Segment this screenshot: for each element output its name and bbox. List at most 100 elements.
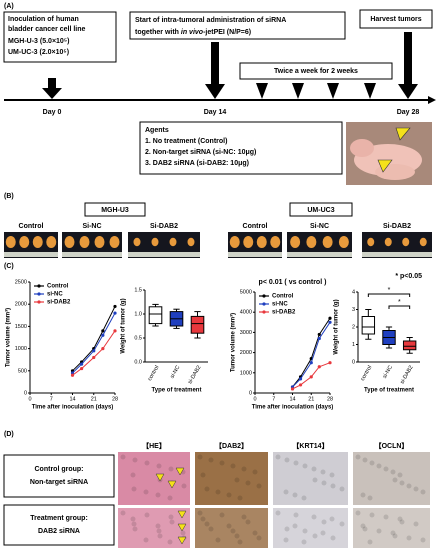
- data-point: [309, 361, 313, 365]
- cell: [168, 466, 174, 472]
- y-tick-label: 0.5: [134, 335, 142, 341]
- tumor: [322, 236, 333, 248]
- x-tick-label: control: [147, 365, 160, 382]
- y-tick-label: 2500: [15, 279, 27, 285]
- cell: [241, 514, 247, 520]
- significance-bracket: [367, 293, 411, 297]
- ruler: [128, 252, 200, 257]
- x-tick-label: 7: [272, 396, 275, 402]
- cell: [197, 454, 203, 460]
- agent-item: 1. No treatment (Control): [145, 138, 227, 145]
- y-tick-label: 500: [18, 368, 27, 374]
- tumor: [46, 236, 57, 248]
- x-tick-label: 21: [91, 396, 97, 402]
- tumor: [5, 236, 16, 248]
- tumor: [169, 237, 177, 247]
- cell: [311, 466, 317, 472]
- y-tick-label: 3: [352, 307, 355, 313]
- cell: [301, 495, 307, 501]
- cell: [275, 454, 281, 460]
- cell: [360, 492, 366, 498]
- x-axis-label: Time after inoculation (days): [32, 405, 114, 411]
- panel-label: (B): [4, 193, 14, 200]
- group-label: Si-DAB2: [383, 223, 411, 230]
- y-tick-label: 1.0: [134, 311, 142, 317]
- cell: [252, 530, 258, 536]
- x-tick-label: 0: [253, 396, 256, 402]
- tumor: [19, 236, 30, 248]
- cell: [367, 539, 373, 545]
- tumor: [256, 236, 267, 248]
- legend-label: si-NC: [272, 302, 288, 308]
- ihc-image: [353, 452, 430, 505]
- cell: [330, 535, 336, 541]
- stain-label: 【KRT14】: [292, 442, 328, 450]
- tumor: [367, 237, 375, 247]
- timeline-arrow: [428, 96, 436, 104]
- arrowhead: [175, 467, 185, 476]
- inoculation-title: bladder cancer cell line: [8, 26, 86, 33]
- cell: [312, 533, 318, 539]
- row-treatment: DAB2 siRNA: [38, 528, 80, 535]
- cell: [399, 480, 405, 486]
- annotation: * p<0.05: [395, 273, 422, 280]
- cell-line-box: [84, 202, 146, 217]
- ihc-images: 【HE】 【DAB2】 【KRT14】 【OCLN】: [118, 442, 430, 548]
- cell: [284, 526, 290, 532]
- cell: [208, 457, 214, 463]
- x-tick-label: 21: [308, 396, 314, 402]
- legend-label: Control: [47, 284, 69, 290]
- tumor: [306, 236, 317, 248]
- cell: [215, 537, 221, 543]
- cell: [369, 512, 375, 518]
- cell: [168, 514, 174, 520]
- cell: [226, 492, 232, 498]
- cell: [245, 519, 251, 525]
- box: [190, 315, 205, 334]
- cell: [237, 495, 243, 501]
- cell: [132, 457, 138, 463]
- tumor: [419, 237, 427, 247]
- cell: [406, 483, 412, 489]
- panel-label: (A): [4, 3, 14, 10]
- data-point: [328, 320, 332, 324]
- data-point: [328, 361, 332, 365]
- cell: [293, 512, 299, 518]
- data-point: [70, 371, 75, 375]
- cell: [292, 523, 298, 529]
- cell: [219, 512, 225, 518]
- tumor: [79, 236, 90, 248]
- cell: [219, 460, 225, 466]
- cell: [339, 486, 345, 492]
- cell-line-label: MGH-U3: [101, 207, 129, 214]
- cell: [204, 521, 210, 527]
- y-tick-label: 1000: [240, 370, 252, 376]
- data-point: [309, 375, 313, 379]
- cell: [390, 469, 396, 475]
- start-text: together with in vivo-jetPEI (N/P=6): [135, 29, 251, 36]
- cell: [156, 528, 162, 534]
- start-text: together with: [135, 29, 181, 36]
- row-treatment: Non-target siRNA: [30, 479, 88, 486]
- cell: [397, 516, 403, 522]
- cell: [330, 483, 336, 489]
- data-point: [298, 377, 303, 381]
- x-tick-label: si-NC: [169, 365, 181, 380]
- cell: [383, 466, 389, 472]
- arrowhead: [155, 473, 165, 482]
- cell: [420, 537, 426, 543]
- x-axis-label: Time after inoculation (days): [252, 405, 334, 411]
- cell: [413, 521, 419, 527]
- data-point: [70, 373, 75, 377]
- ihc-image: [118, 508, 190, 548]
- y-tick-label: 2: [352, 324, 355, 330]
- tumor: [94, 236, 105, 248]
- tumor: [338, 236, 349, 248]
- tumor: [243, 236, 254, 248]
- ihc-image: [195, 508, 268, 548]
- cell: [392, 533, 398, 539]
- y-tick-label: 3000: [240, 330, 252, 336]
- cell: [120, 454, 126, 460]
- cell: [256, 535, 262, 541]
